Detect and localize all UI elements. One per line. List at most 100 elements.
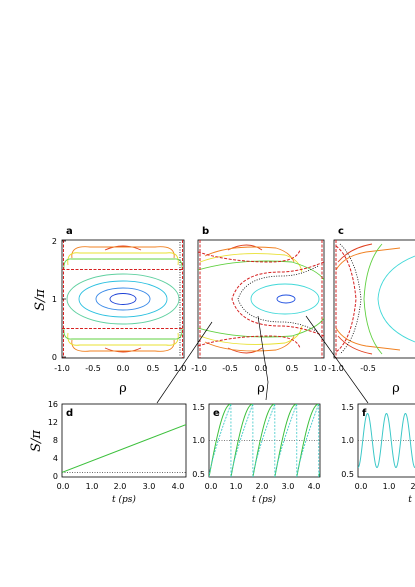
a-xtick-4: 1.0 bbox=[174, 364, 187, 373]
connector-e bbox=[257, 315, 269, 401]
b-separatrix-bottom bbox=[198, 335, 301, 349]
c-contour-red-top bbox=[337, 243, 373, 263]
d-ylabel: S/π bbox=[29, 430, 44, 452]
contour-orange-bottom bbox=[71, 339, 175, 352]
contour-orange-top bbox=[71, 246, 175, 259]
panel-e-plot bbox=[209, 404, 320, 477]
a-ytick-1: 1 bbox=[52, 295, 57, 304]
panel-b-frame bbox=[197, 239, 325, 359]
a-xtick-1: -0.5 bbox=[85, 364, 101, 373]
f-ytick-0.5: 0.5 bbox=[341, 470, 354, 479]
contour-red-top bbox=[104, 245, 142, 251]
d-xtick-3: 3.0 bbox=[143, 482, 156, 491]
d-xtick-1: 1.0 bbox=[86, 482, 99, 491]
e-xtick-3: 3.0 bbox=[282, 482, 295, 491]
contour-red-bottom bbox=[104, 347, 142, 353]
contour-ring-3 bbox=[78, 280, 168, 318]
panel-f-yaxis: 1.5 1.0 0.5 bbox=[341, 403, 354, 479]
contour-ring-1 bbox=[109, 293, 137, 305]
b-contour-green-top bbox=[198, 260, 324, 281]
b-contour-cyan bbox=[250, 283, 320, 315]
d-xlabel: t (ps) bbox=[112, 494, 136, 505]
contour-green-top bbox=[63, 258, 183, 271]
b-contour-orange-bottom bbox=[204, 335, 295, 352]
f-xtick-0: 0.0 bbox=[355, 482, 368, 491]
panel-d-label: d bbox=[66, 408, 73, 419]
a-xtick-0: -1.0 bbox=[54, 364, 70, 373]
e-jump-guides bbox=[230, 404, 320, 477]
d-series-line bbox=[62, 424, 186, 473]
b-separatrix-top bbox=[198, 249, 301, 263]
panel-b-label: b bbox=[202, 226, 209, 237]
e-xtick-4: 4.0 bbox=[308, 482, 321, 491]
b-xlabel: ρ bbox=[257, 381, 265, 396]
b-separatrix-curve bbox=[231, 261, 324, 337]
a-ytick-2: 2 bbox=[52, 237, 57, 246]
panel-e-label: e bbox=[213, 408, 220, 419]
b-contour-yellow-bottom bbox=[199, 325, 303, 345]
e-xlabel: t (ps) bbox=[252, 494, 276, 505]
panel-a-xaxis: -1.0 -0.5 0.0 0.5 1.0 bbox=[54, 364, 186, 373]
c-contour-green bbox=[363, 243, 383, 355]
panel-f-label: f bbox=[362, 408, 367, 419]
panel-a-yaxis: 2 1 0 bbox=[52, 237, 66, 362]
e-xtick-0: 0.0 bbox=[205, 482, 218, 491]
panel-c-frame bbox=[333, 239, 415, 359]
d-xtick-0: 0.0 bbox=[57, 482, 70, 491]
c-xlabel: ρ bbox=[392, 381, 400, 396]
panel-a-frame bbox=[61, 239, 185, 359]
e-xtick-1: 1.0 bbox=[230, 482, 243, 491]
f-xlabel: t bbox=[408, 495, 412, 505]
b-xtick-2: 0.0 bbox=[255, 364, 268, 373]
contour-ring-4 bbox=[66, 273, 180, 325]
b-contour-orange-top bbox=[204, 246, 295, 263]
contour-green-bottom bbox=[63, 327, 183, 340]
d-xtick-4: 4.0 bbox=[172, 482, 185, 491]
b-xtick-0: -1.0 bbox=[191, 364, 207, 373]
b-contour-blue bbox=[276, 294, 296, 304]
contour-yellow-bottom bbox=[67, 332, 179, 346]
d-ytick-4: 4 bbox=[53, 454, 58, 463]
panel-b-plot bbox=[198, 240, 324, 358]
c-xtick-0: -1.0 bbox=[328, 364, 344, 373]
b-xtick-3: 0.5 bbox=[286, 364, 299, 373]
panel-d-frame bbox=[61, 403, 187, 478]
f-xtick-1: 1.0 bbox=[383, 482, 396, 491]
e-ytick-1.0: 1.0 bbox=[192, 436, 205, 445]
a-xtick-2: 0.0 bbox=[117, 364, 130, 373]
a-xlabel: ρ bbox=[119, 381, 127, 396]
connector-f bbox=[305, 315, 369, 404]
b-contour-green-bottom bbox=[198, 317, 324, 338]
contour-ring-2 bbox=[95, 287, 151, 311]
a-ytick-0: 0 bbox=[52, 353, 57, 362]
d-xtick-2: 2.0 bbox=[114, 482, 127, 491]
contour-yellow-top bbox=[67, 252, 179, 266]
e-xtick-2: 2.0 bbox=[256, 482, 269, 491]
a-xtick-3: 0.5 bbox=[147, 364, 160, 373]
d-ytick-8: 8 bbox=[53, 436, 58, 445]
f-ytick-1.5: 1.5 bbox=[341, 403, 354, 412]
d-ytick-12: 12 bbox=[48, 418, 58, 427]
panel-d-plot bbox=[62, 424, 186, 473]
panel-d-yaxis: 16 12 8 4 0 bbox=[48, 400, 58, 481]
panel-e-yaxis: 1.5 1.0 0.5 bbox=[192, 403, 205, 479]
panel-c-plot bbox=[335, 240, 415, 358]
f-series-line bbox=[358, 412, 415, 469]
panel-b-xaxis: -1.0 -0.5 0.0 0.5 1.0 bbox=[191, 364, 326, 373]
c-contour-orange-bottom bbox=[335, 327, 401, 351]
panel-d-xaxis: 0.0 1.0 2.0 3.0 4.0 bbox=[57, 482, 185, 491]
e-series-green bbox=[209, 404, 320, 477]
d-ytick-16: 16 bbox=[48, 400, 58, 409]
panel-f-xaxis: 0.0 1.0 2 bbox=[355, 482, 415, 491]
c-contour-orange-top bbox=[335, 247, 401, 271]
panel-a-label: a bbox=[66, 226, 73, 237]
panel-a-plot bbox=[62, 240, 184, 358]
b-xtick-4: 1.0 bbox=[314, 364, 327, 373]
b-contour-yellow-top bbox=[199, 253, 303, 273]
panel-e-xaxis: 0.0 1.0 2.0 3.0 4.0 bbox=[205, 482, 321, 491]
c-xtick-1: -0.5 bbox=[360, 364, 376, 373]
f-ytick-1.0: 1.0 bbox=[341, 436, 354, 445]
panel-c-xaxis: -1.0 -0.5 bbox=[328, 364, 376, 373]
b-trajectory-dotted bbox=[237, 265, 319, 333]
